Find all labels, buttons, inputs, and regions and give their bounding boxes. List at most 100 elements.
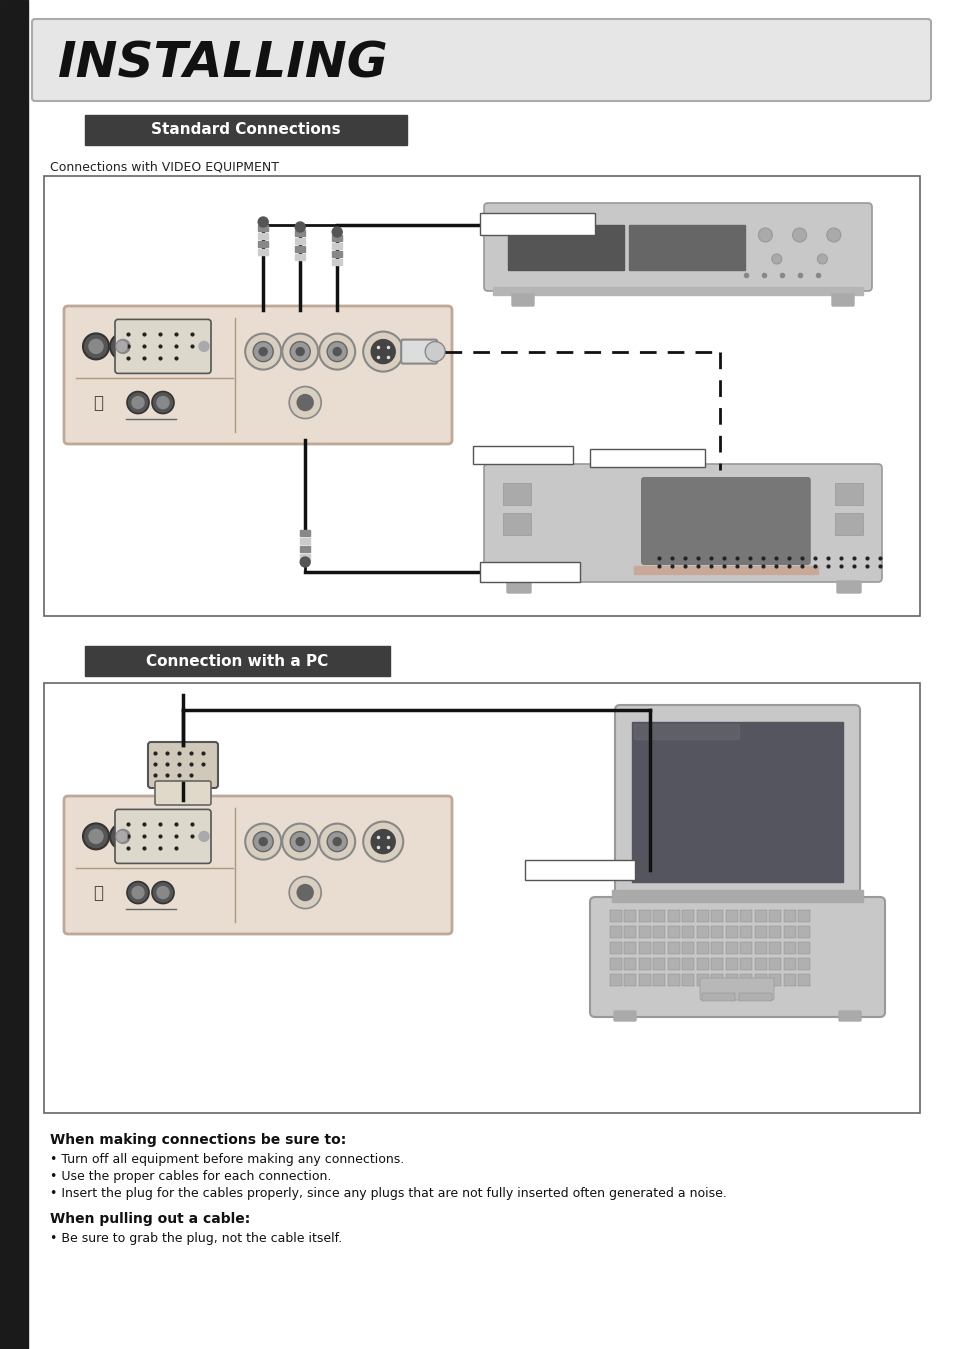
Bar [639,974,650,986]
Text: • Be sure to grab the plug, not the cable itself.: • Be sure to grab the plug, not the cabl… [50,1232,342,1245]
Bar [783,958,795,970]
Circle shape [363,332,403,371]
Bar [473,447,573,464]
Bar [524,861,635,880]
Bar [493,287,862,295]
Bar [754,974,766,986]
Bar [769,958,781,970]
Bar [798,958,810,970]
Circle shape [83,823,109,850]
FancyBboxPatch shape [831,294,853,306]
Bar [798,911,810,921]
Bar [258,250,268,255]
Bar [639,942,650,954]
Circle shape [259,838,267,846]
Circle shape [294,223,305,232]
Bar [300,530,310,536]
Bar [609,974,621,986]
Bar [681,911,694,921]
Bar [783,911,795,921]
Bar [740,958,752,970]
Bar [667,942,679,954]
Bar [740,974,752,986]
Bar [502,513,531,536]
Bar [725,911,738,921]
Bar [589,449,704,467]
Bar [740,911,752,921]
Circle shape [297,885,313,901]
Bar [711,925,722,938]
Bar [609,911,621,921]
Circle shape [771,254,781,264]
Bar [634,724,739,739]
FancyBboxPatch shape [483,464,882,581]
Bar [294,237,305,244]
Bar [754,958,766,970]
Bar [507,225,623,270]
FancyBboxPatch shape [483,202,871,291]
Bar [479,563,579,581]
Circle shape [199,831,209,842]
FancyBboxPatch shape [506,581,531,594]
Bar [697,911,708,921]
Bar [332,259,342,264]
Bar [85,646,390,676]
Circle shape [132,886,144,898]
Bar [294,254,305,260]
Circle shape [83,333,109,359]
Bar [502,483,531,505]
Circle shape [127,881,149,904]
Bar [697,974,708,986]
Bar [332,251,342,258]
Bar [631,722,842,882]
Bar [624,942,636,954]
Circle shape [289,387,321,418]
Circle shape [152,881,173,904]
Circle shape [282,824,318,859]
Circle shape [245,333,281,370]
Bar [609,958,621,970]
Bar [725,925,738,938]
Bar [681,958,694,970]
Circle shape [289,877,321,909]
Circle shape [89,830,103,843]
Bar [697,958,708,970]
Bar [667,958,679,970]
Bar [681,925,694,938]
Text: ⏻: ⏻ [92,884,103,901]
Bar [624,911,636,921]
Bar [769,911,781,921]
Circle shape [132,397,144,409]
Bar [332,235,342,241]
Bar [681,942,694,954]
Circle shape [290,831,310,851]
FancyBboxPatch shape [64,796,452,934]
FancyBboxPatch shape [836,581,861,594]
Bar [725,942,738,954]
Bar [725,958,738,970]
Bar [85,115,407,144]
Circle shape [157,397,169,409]
Bar [783,974,795,986]
Circle shape [117,341,127,351]
Circle shape [363,822,403,862]
Text: • Use the proper cables for each connection.: • Use the proper cables for each connect… [50,1170,331,1183]
Bar [300,546,310,552]
FancyBboxPatch shape [154,781,211,805]
Bar [754,911,766,921]
Bar [769,925,781,938]
Bar [479,213,595,235]
Bar [701,993,734,1001]
Circle shape [258,217,268,227]
Circle shape [110,333,136,359]
Bar [739,993,771,1001]
Circle shape [245,824,281,859]
Text: INSTALLING: INSTALLING [58,39,388,86]
Bar [667,911,679,921]
Circle shape [116,830,130,843]
Bar [697,942,708,954]
Bar [294,246,305,252]
Circle shape [199,341,209,351]
Circle shape [127,391,149,414]
Circle shape [116,340,130,353]
